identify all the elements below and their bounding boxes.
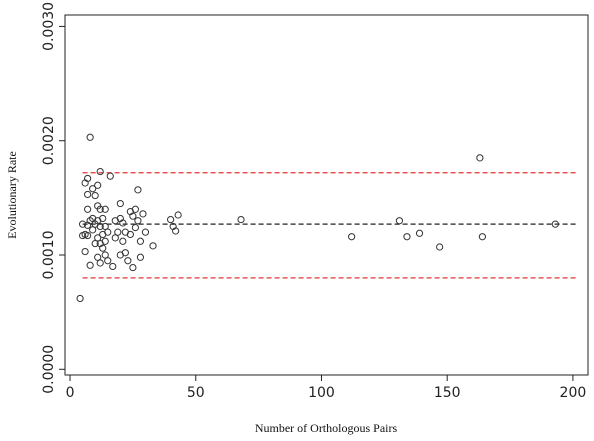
data-point	[121, 249, 129, 257]
data-point	[129, 212, 137, 220]
data-point	[101, 205, 109, 213]
data-point	[348, 233, 356, 241]
data-point	[131, 223, 140, 232]
data-point	[109, 262, 117, 271]
data-point	[81, 247, 89, 256]
data-point	[76, 294, 84, 303]
data-point	[79, 220, 87, 228]
data-point	[89, 226, 97, 234]
data-point	[114, 228, 122, 236]
data-point	[104, 228, 112, 236]
data-point	[167, 215, 175, 224]
data-point	[476, 154, 484, 162]
data-points	[76, 133, 559, 303]
data-point	[139, 210, 147, 218]
data-point	[96, 222, 104, 231]
data-point	[101, 222, 109, 231]
data-point	[136, 253, 145, 261]
data-point	[116, 199, 124, 208]
data-point	[106, 172, 114, 180]
data-point	[91, 191, 99, 200]
y-axis: 0.0000 0.0010 0.0020 0.0030	[41, 2, 65, 394]
data-point	[94, 181, 102, 189]
y-tick-label: 0.0010	[41, 231, 57, 280]
reference-lines	[82, 172, 578, 279]
data-point	[91, 239, 99, 248]
data-point	[96, 259, 104, 267]
y-axis-title: Evolutionary Rate	[5, 151, 19, 239]
data-point	[415, 229, 424, 237]
data-point	[136, 237, 145, 245]
data-point	[84, 205, 92, 213]
data-point	[124, 257, 132, 265]
data-point	[84, 174, 92, 183]
y-tick-label: 0.0020	[41, 116, 57, 165]
data-point	[141, 228, 150, 236]
data-point	[101, 237, 109, 245]
data-point	[172, 227, 180, 235]
x-axis: 0 50 100 150 200	[66, 375, 587, 401]
y-tick-label: 0.0030	[41, 2, 57, 51]
x-tick-label: 0	[66, 385, 75, 401]
y-tick-label: 0.0000	[41, 345, 57, 394]
x-tick-label: 150	[434, 385, 461, 401]
x-tick-label: 50	[187, 385, 205, 401]
data-point	[131, 205, 140, 213]
data-point	[84, 231, 92, 240]
data-point	[84, 190, 92, 199]
data-point	[99, 214, 107, 223]
data-point	[111, 234, 119, 242]
x-axis-title: Number of Orthologous Pairs	[255, 421, 398, 435]
data-point	[403, 233, 411, 241]
data-point	[96, 167, 104, 176]
data-point	[94, 234, 102, 242]
data-point	[174, 211, 182, 219]
data-point	[86, 133, 94, 141]
data-point	[86, 217, 94, 225]
data-point	[89, 185, 97, 193]
data-point	[104, 257, 112, 265]
data-point	[134, 186, 142, 194]
data-point	[96, 205, 104, 213]
data-point	[436, 243, 444, 251]
data-point	[395, 217, 404, 225]
plot-frame	[64, 14, 589, 376]
data-point	[237, 215, 245, 224]
data-point	[149, 242, 157, 250]
data-point	[478, 233, 486, 241]
data-point	[551, 220, 559, 228]
data-point	[94, 253, 102, 261]
data-point	[101, 251, 109, 259]
data-point	[119, 219, 127, 227]
x-tick-label: 100	[308, 385, 335, 401]
data-point	[119, 237, 127, 245]
x-tick-label: 200	[560, 385, 587, 401]
data-point	[86, 261, 94, 269]
data-point	[134, 217, 142, 225]
data-point	[99, 244, 107, 252]
data-point	[126, 230, 134, 239]
data-point	[129, 263, 137, 272]
